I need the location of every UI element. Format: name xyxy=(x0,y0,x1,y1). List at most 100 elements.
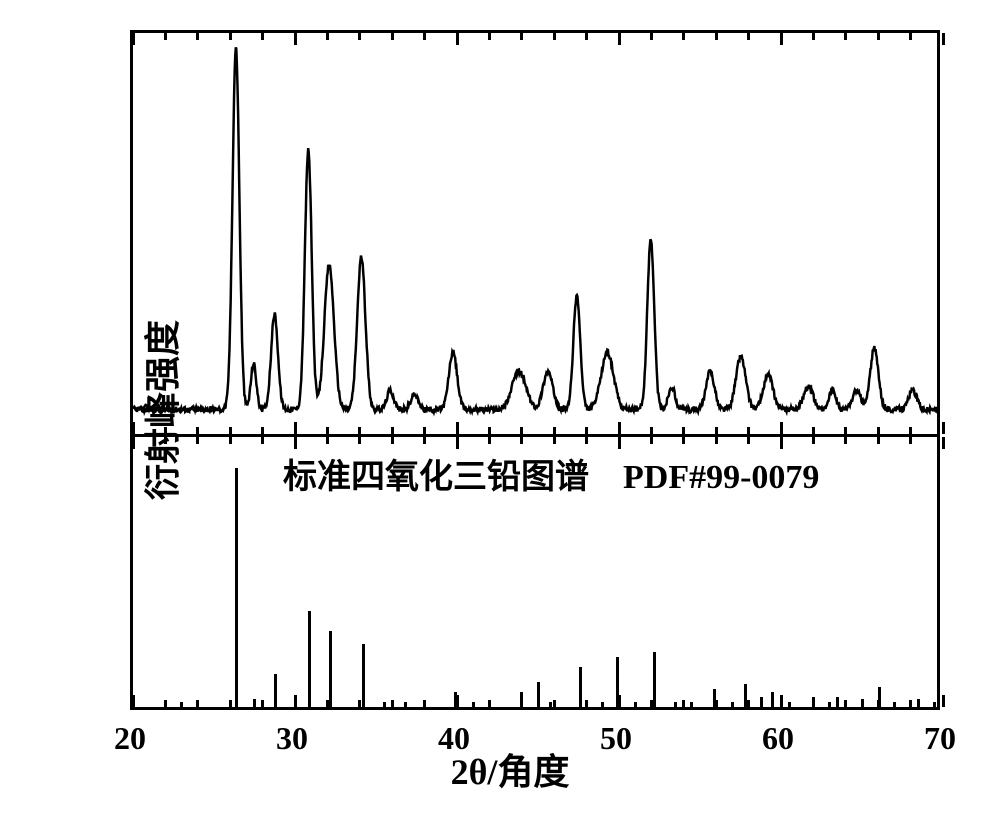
tick-major xyxy=(294,695,297,707)
tick-minor xyxy=(520,437,523,444)
reference-peak-stick xyxy=(180,702,183,707)
tick-minor xyxy=(326,33,329,40)
tick-major xyxy=(294,422,297,434)
tick-major xyxy=(618,422,621,434)
tick-minor xyxy=(650,33,653,40)
x-tick-label: 60 xyxy=(762,720,794,757)
x-axis-label: 2θ/角度 xyxy=(451,743,570,795)
tick-major xyxy=(294,437,297,449)
reference-peak-stick xyxy=(579,667,582,707)
tick-minor xyxy=(715,427,718,434)
tick-minor xyxy=(164,33,167,40)
tick-minor xyxy=(423,33,426,40)
tick-minor xyxy=(812,427,815,434)
reference-peak-stick xyxy=(601,702,604,707)
tick-minor xyxy=(520,427,523,434)
x-tick-label: 20 xyxy=(114,720,146,757)
tick-major xyxy=(456,33,459,45)
tick-minor xyxy=(164,700,167,707)
tick-minor xyxy=(682,437,685,444)
tick-minor xyxy=(391,33,394,40)
reference-peak-stick xyxy=(634,702,637,707)
x-tick-label: 70 xyxy=(924,720,956,757)
tick-minor xyxy=(358,700,361,707)
reference-peak-stick xyxy=(235,468,238,707)
tick-minor xyxy=(844,33,847,40)
tick-major xyxy=(942,33,945,45)
tick-minor xyxy=(261,33,264,40)
tick-major xyxy=(618,437,621,449)
tick-minor xyxy=(229,437,232,444)
tick-major xyxy=(132,422,135,434)
tick-minor xyxy=(229,700,232,707)
tick-minor xyxy=(909,700,912,707)
xrd-trace xyxy=(133,47,937,412)
reference-peak-stick xyxy=(253,699,256,707)
tick-minor xyxy=(715,33,718,40)
reference-peak-stick xyxy=(933,702,936,707)
tick-minor xyxy=(650,700,653,707)
tick-minor xyxy=(812,437,815,444)
tick-major xyxy=(132,437,135,449)
tick-major xyxy=(456,695,459,707)
tick-minor xyxy=(326,437,329,444)
tick-minor xyxy=(391,700,394,707)
tick-minor xyxy=(715,700,718,707)
tick-minor xyxy=(585,33,588,40)
tick-minor xyxy=(358,33,361,40)
tick-minor xyxy=(391,437,394,444)
tick-minor xyxy=(585,700,588,707)
tick-minor xyxy=(812,33,815,40)
tick-major xyxy=(132,695,135,707)
reference-peak-stick xyxy=(537,682,540,707)
reference-panel: 标准四氧化三铅图谱 PDF#99-0079 xyxy=(133,437,937,707)
tick-minor xyxy=(877,33,880,40)
reference-pdf-number: PDF#99-0079 xyxy=(623,459,819,496)
reference-peak-stick xyxy=(861,699,864,707)
xrd-chart: 衍射峰强度 标准四氧化三铅图谱 PDF#99-0079 203040506070… xyxy=(60,20,960,800)
tick-minor xyxy=(196,33,199,40)
reference-peak-stick xyxy=(690,702,693,707)
reference-peak-stick xyxy=(383,702,386,707)
tick-major xyxy=(780,695,783,707)
tick-minor xyxy=(747,700,750,707)
x-tick-label: 30 xyxy=(276,720,308,757)
reference-peak-stick xyxy=(788,702,791,707)
reference-peak-stick xyxy=(771,692,774,707)
tick-minor xyxy=(682,33,685,40)
tick-minor xyxy=(747,427,750,434)
tick-major xyxy=(942,695,945,707)
tick-major xyxy=(294,33,297,45)
plot-area: 标准四氧化三铅图谱 PDF#99-0079 xyxy=(130,30,940,710)
reference-peak-stick xyxy=(472,702,475,707)
tick-minor xyxy=(229,427,232,434)
tick-minor xyxy=(747,33,750,40)
tick-minor xyxy=(909,33,912,40)
reference-peak-stick xyxy=(674,702,677,707)
tick-minor xyxy=(585,437,588,444)
tick-minor xyxy=(358,437,361,444)
reference-peak-stick xyxy=(362,644,365,707)
tick-minor xyxy=(423,437,426,444)
tick-minor xyxy=(844,427,847,434)
tick-minor xyxy=(585,427,588,434)
tick-minor xyxy=(520,33,523,40)
tick-major xyxy=(942,422,945,434)
tick-minor xyxy=(682,427,685,434)
tick-major xyxy=(942,437,945,449)
reference-peak-stick xyxy=(404,702,407,707)
tick-minor xyxy=(423,427,426,434)
tick-minor xyxy=(261,427,264,434)
reference-label: 标准四氧化三铅图谱 xyxy=(283,459,589,496)
tick-minor xyxy=(553,427,556,434)
tick-minor xyxy=(261,700,264,707)
tick-minor xyxy=(520,700,523,707)
tick-minor xyxy=(812,700,815,707)
tick-minor xyxy=(196,427,199,434)
tick-minor xyxy=(877,427,880,434)
tick-minor xyxy=(877,700,880,707)
tick-minor xyxy=(488,33,491,40)
tick-minor xyxy=(844,700,847,707)
tick-minor xyxy=(261,437,264,444)
tick-major xyxy=(456,422,459,434)
